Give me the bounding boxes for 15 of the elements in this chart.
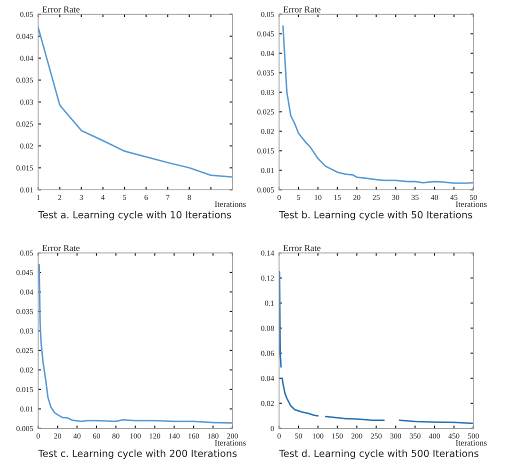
line-series [282,25,474,184]
x-axis-title: Iterations [214,201,246,208]
text: Test b. Learning cycle with 50 Iterations [279,210,472,220]
y-axis-title: Error Rate [283,6,321,12]
y-axis-title: Error Rate [42,6,80,12]
line-series [38,264,232,424]
line-series [38,26,232,178]
y-axis-title: Error Rate [42,245,80,252]
y-axis-title: Error Rate [283,245,321,252]
text: Test c. Learning cycle with 200 Iterations [38,450,237,459]
text: Test a. Learning cycle with 10 Iterations [38,210,232,220]
text: Test d. Learning cycle with 500 Iterations [279,450,478,459]
x-axis-title: Iterations [456,440,487,446]
x-axis-title: Iterations [456,201,487,208]
x-axis-title: Iterations [214,440,246,446]
